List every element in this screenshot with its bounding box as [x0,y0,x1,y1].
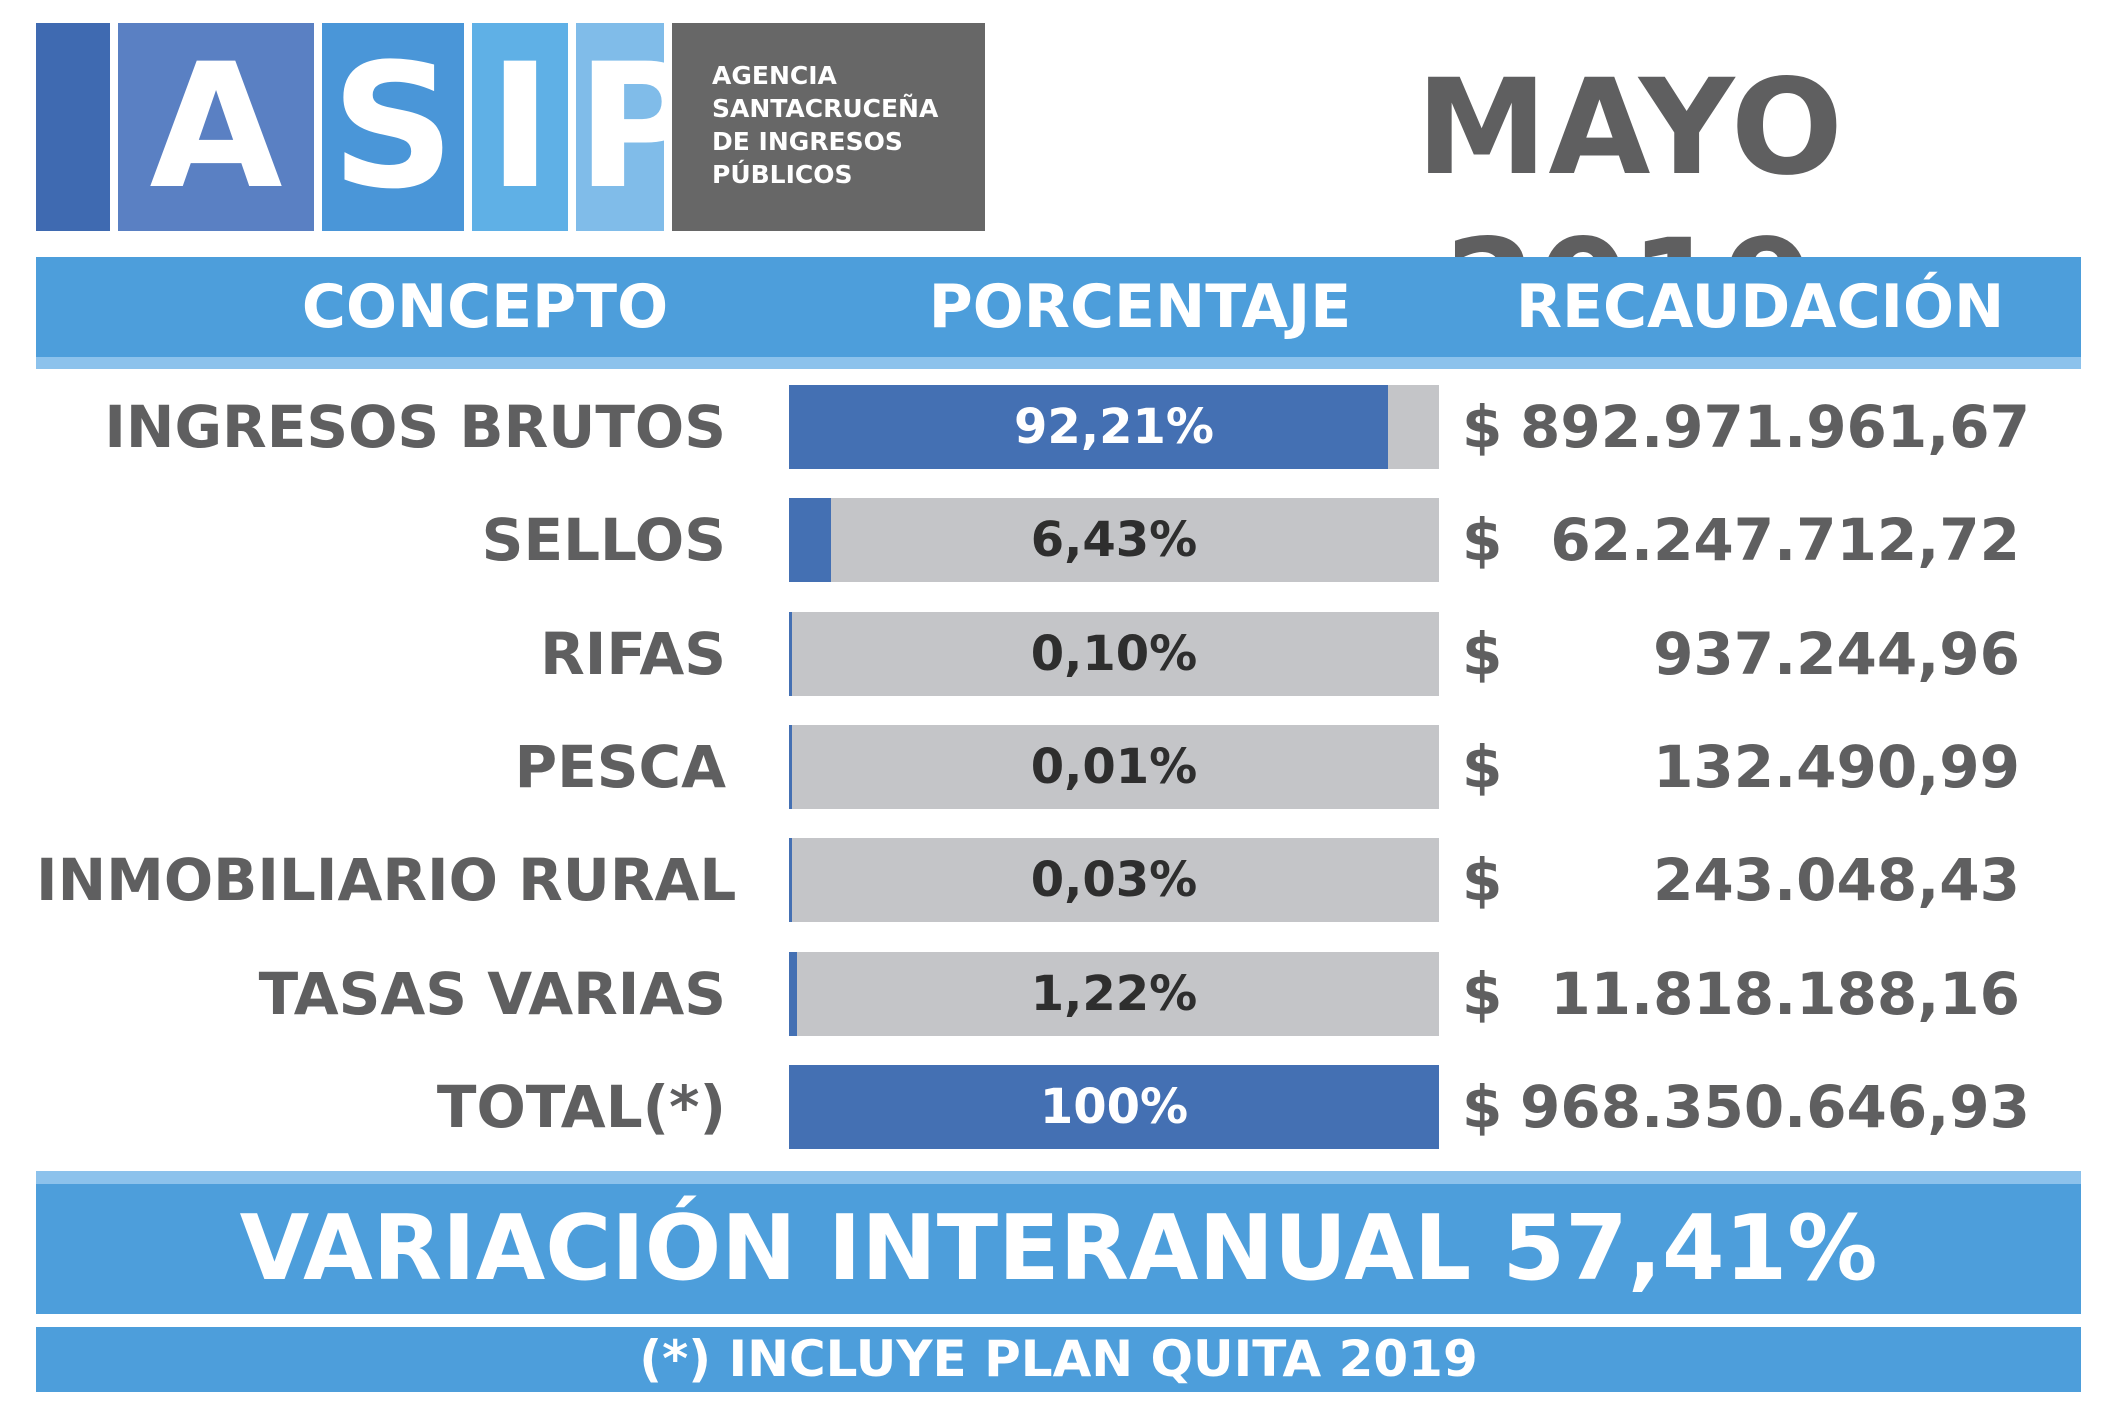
row-concept-label: INMOBILIARIO RURAL [36,846,737,914]
logo-agency-name: AGENCIA SANTACRUCEÑA DE INGRESOS PÚBLICO… [712,59,938,191]
row-concept-label: INGRESOS BRUTOS [104,393,726,461]
row-concept-label: SELLOS [481,506,726,574]
percentage-bar-track: 92,21% [789,385,1439,469]
footnote: (*) INCLUYE PLAN QUITA 2019 [639,1330,1478,1388]
currency-symbol: $ [1462,506,1503,574]
collected-amount: 937.244,96 [1653,620,2020,688]
percentage-bar-track: 100% [789,1065,1439,1149]
percentage-bar-fill [789,385,1388,469]
percentage-bar-track: 0,03% [789,838,1439,922]
asip-logo: A S I P AGENCIA SANTACRUCEÑA DE INGRESOS… [36,23,986,231]
currency-symbol: $ [1462,960,1503,1028]
percentage-bar-fill [789,498,831,582]
logo-agency-line: SANTACRUCEÑA [712,94,939,123]
currency-symbol: $ [1462,620,1503,688]
row-concept-label: RIFAS [540,620,726,688]
logo-agency-line: PÚBLICOS [712,160,853,189]
percentage-bar-fill [789,952,797,1036]
percentage-value-label: 0,10% [1030,626,1198,682]
percentage-bar-fill [789,838,792,922]
collected-amount: 243.048,43 [1653,846,2020,914]
currency-symbol: $ [1462,846,1503,914]
header-concepto: CONCEPTO [301,272,669,342]
percentage-bar-track: 6,43% [789,498,1439,582]
collected-amount: 892.971.961,67 [1520,393,2031,461]
logo-agency-line: AGENCIA [712,61,837,90]
table-header-underline [36,357,2081,369]
note-band [36,1327,2081,1392]
currency-symbol: $ [1462,733,1503,801]
table-header-band [36,257,2081,357]
logo-agency-line: DE INGRESOS [712,127,903,156]
currency-symbol: $ [1462,393,1503,461]
row-concept-label: TOTAL(*) [436,1073,726,1141]
logo-agency-panel: AGENCIA SANTACRUCEÑA DE INGRESOS PÚBLICO… [672,23,985,231]
header-porcentaje: PORCENTAJE [928,272,1352,342]
collected-amount: 11.818.188,16 [1550,960,2020,1028]
percentage-value-label: 0,01% [1030,739,1198,795]
percentage-bar-fill [789,612,792,696]
percentage-value-label: 6,43% [1030,512,1198,568]
percentage-bar-track: 0,01% [789,725,1439,809]
percentage-value-label: 100% [1039,1079,1189,1135]
logo-letter-s: S [322,23,464,231]
currency-symbol: $ [1462,1073,1503,1141]
interannual-variation: VARIACIÓN INTERANUAL 57,41% [239,1196,1878,1301]
logo-letter-i: I [472,23,568,231]
row-concept-label: TASAS VARIAS [258,960,726,1028]
collected-amount: 62.247.712,72 [1550,506,2020,574]
percentage-bar-fill [789,725,792,809]
percentage-value-label: 1,22% [1030,966,1198,1022]
percentage-bar-fill [789,1065,1439,1149]
collected-amount: 132.490,99 [1653,733,2020,801]
collected-amount: 968.350.646,93 [1520,1073,2031,1141]
logo-letter-p: P [576,23,702,231]
footer-band [36,1184,2081,1314]
footer-accent-line [36,1171,2081,1184]
percentage-bar-track: 1,22% [789,952,1439,1036]
row-concept-label: PESCA [514,733,726,801]
percentage-value-label: 92,21% [1014,399,1214,455]
logo-stripe [36,23,110,231]
percentage-bar-track: 0,10% [789,612,1439,696]
logo-letter-a: A [118,23,314,231]
percentage-value-label: 0,03% [1030,852,1198,908]
header-recaudacion: RECAUDACIÓN [1515,272,2005,342]
